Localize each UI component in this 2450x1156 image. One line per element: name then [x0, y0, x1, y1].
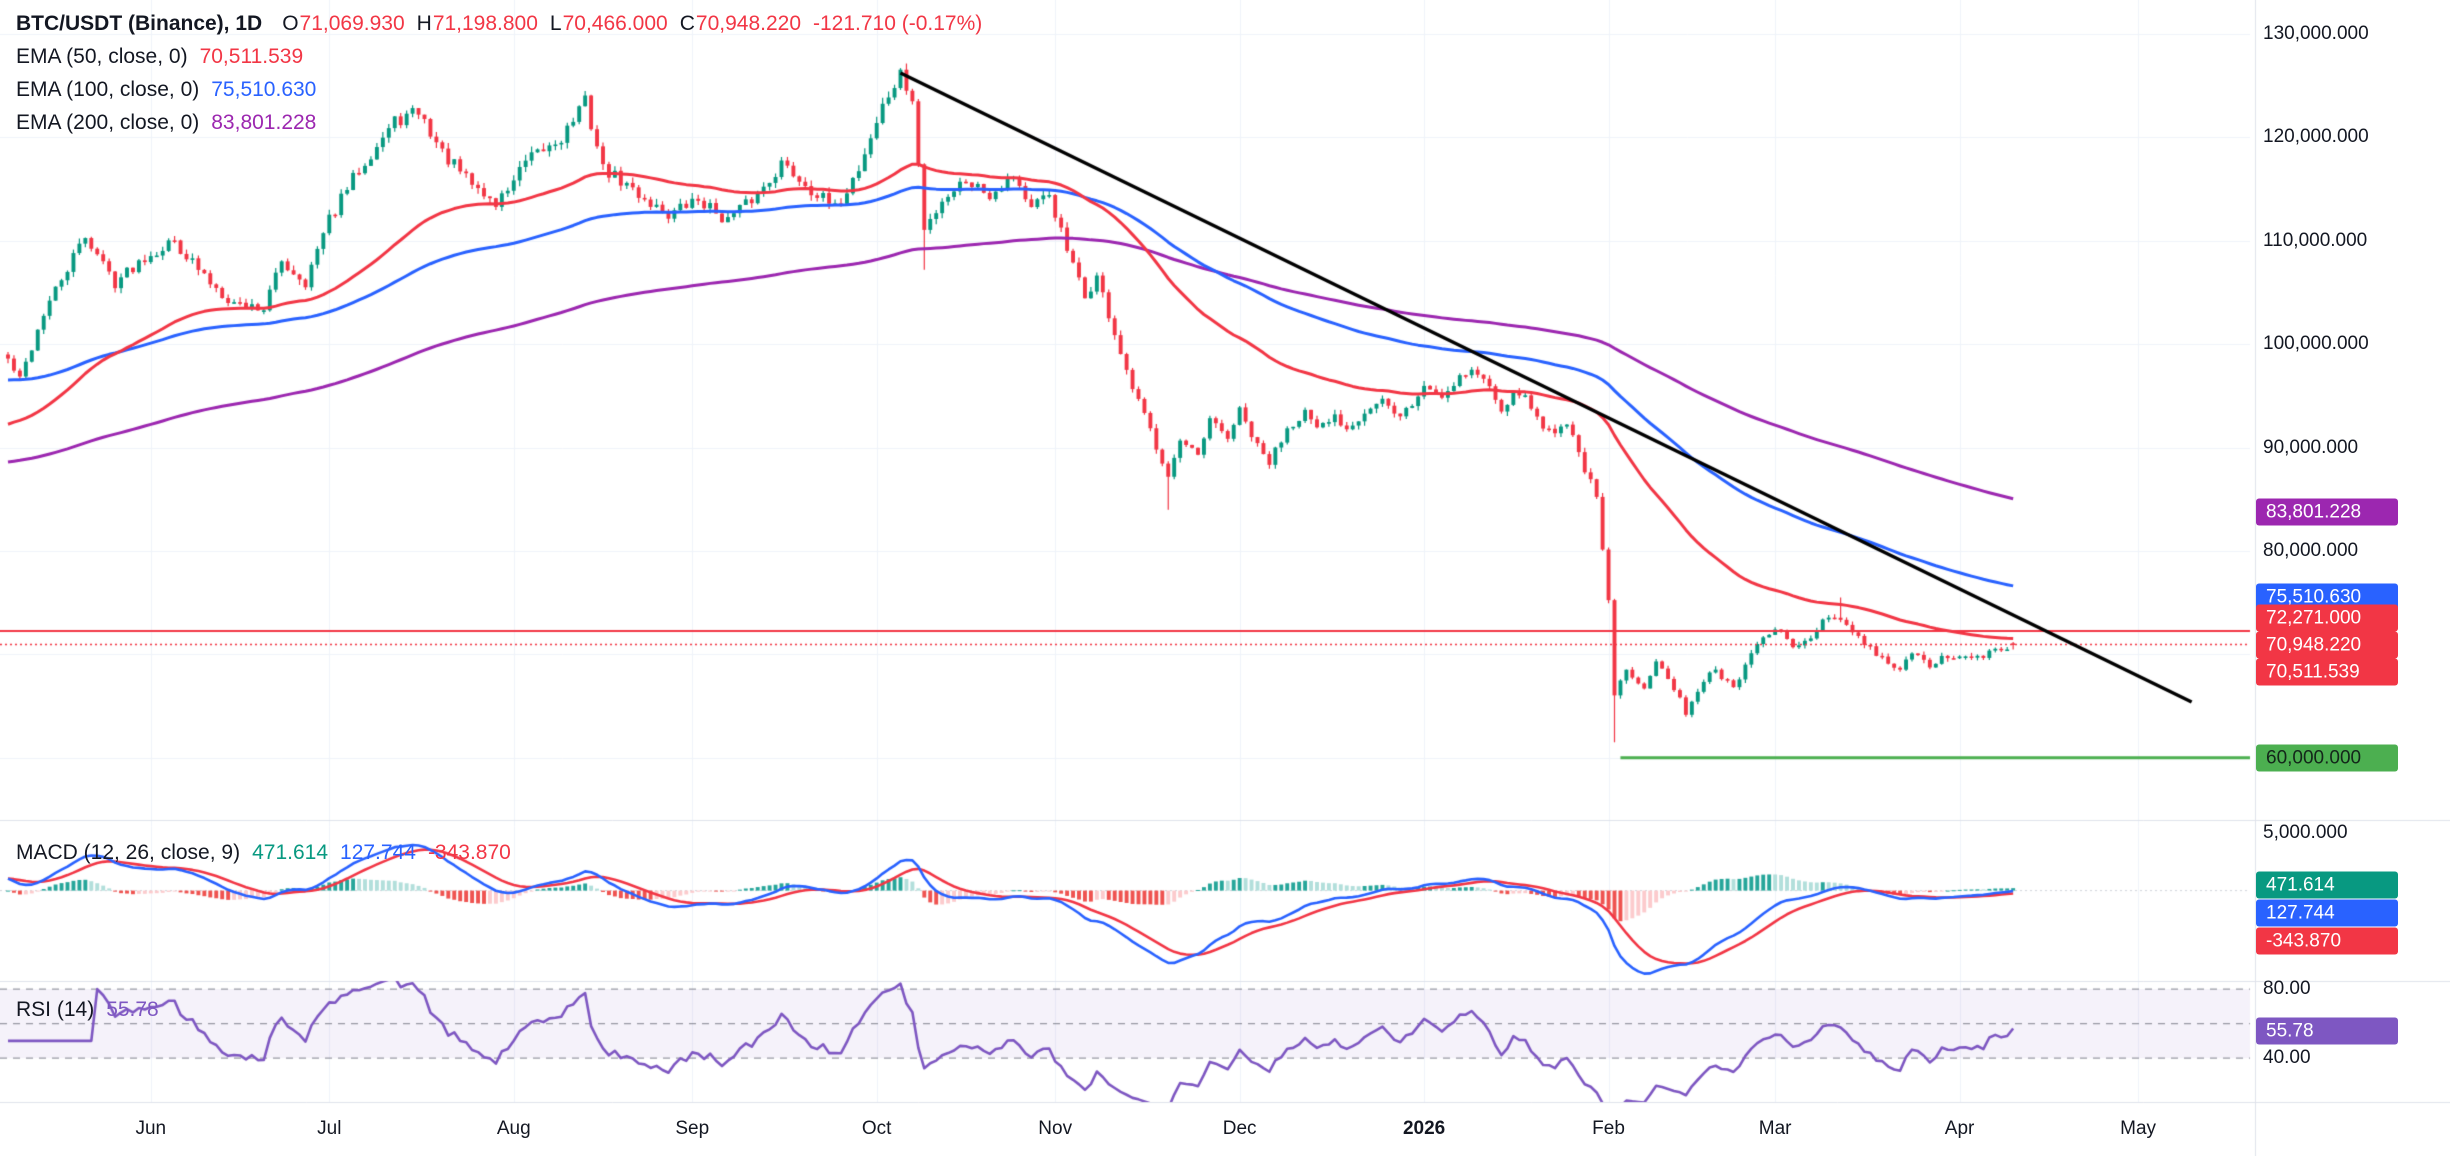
open-value: 71,069.930: [299, 12, 405, 35]
open-label: O: [282, 12, 299, 35]
low-label: L: [549, 12, 562, 35]
ema200-value: 83,801.228: [211, 111, 317, 134]
symbol-title[interactable]: BTC/USDT (Binance), 1D: [16, 12, 263, 35]
change-value: -121.710 (-0.17%): [813, 12, 983, 35]
ema100-label: EMA (100, close, 0): [16, 78, 200, 101]
close-value: 70,948.220: [695, 12, 801, 35]
high-value: 71,198.800: [432, 12, 538, 35]
low-value: 70,466.000: [562, 12, 668, 35]
high-label: H: [416, 12, 432, 35]
macd-legend-row[interactable]: MACD (12, 26, close, 9) 471.614 127.744 …: [16, 841, 511, 865]
symbol-row[interactable]: BTC/USDT (Binance), 1D O 71,069.930 H 71,1…: [16, 12, 982, 36]
macd-title: MACD (12, 26, close, 9): [16, 841, 241, 864]
ema100-legend-row[interactable]: EMA (100, close, 0) 75,510.630: [16, 78, 982, 102]
ema200-label: EMA (200, close, 0): [16, 111, 200, 134]
ohlc-close: C 70,948.220: [680, 12, 801, 36]
ema50-legend-row[interactable]: EMA (50, close, 0) 70,511.539: [16, 45, 982, 69]
rsi-title: RSI (14): [16, 998, 95, 1021]
rsi-legend: RSI (14) 55.78: [16, 998, 159, 1022]
close-label: C: [679, 12, 695, 35]
ohlc-high: H 71,198.800: [417, 12, 538, 36]
rsi-value: 55.78: [106, 998, 159, 1021]
ema100-value: 75,510.630: [211, 78, 317, 101]
macd-hist-value: 471.614: [252, 841, 329, 864]
ohlc-low: L 70,466.000: [550, 12, 668, 36]
rsi-legend-row[interactable]: RSI (14) 55.78: [16, 998, 159, 1022]
ema50-label: EMA (50, close, 0): [16, 45, 188, 68]
ema200-legend-row[interactable]: EMA (200, close, 0) 83,801.228: [16, 111, 982, 135]
macd-legend: MACD (12, 26, close, 9) 471.614 127.744 …: [16, 841, 511, 865]
time-axis[interactable]: [0, 1102, 2450, 1156]
ohlc-open: O 71,069.930: [282, 12, 404, 36]
macd-line-value: 127.744: [340, 841, 416, 864]
macd-signal-value: -343.870: [427, 841, 511, 864]
main-legend: BTC/USDT (Binance), 1D O 71,069.930 H 71,1…: [16, 12, 982, 135]
ema50-value: 70,511.539: [199, 45, 304, 68]
price-axis[interactable]: [2255, 0, 2450, 1102]
